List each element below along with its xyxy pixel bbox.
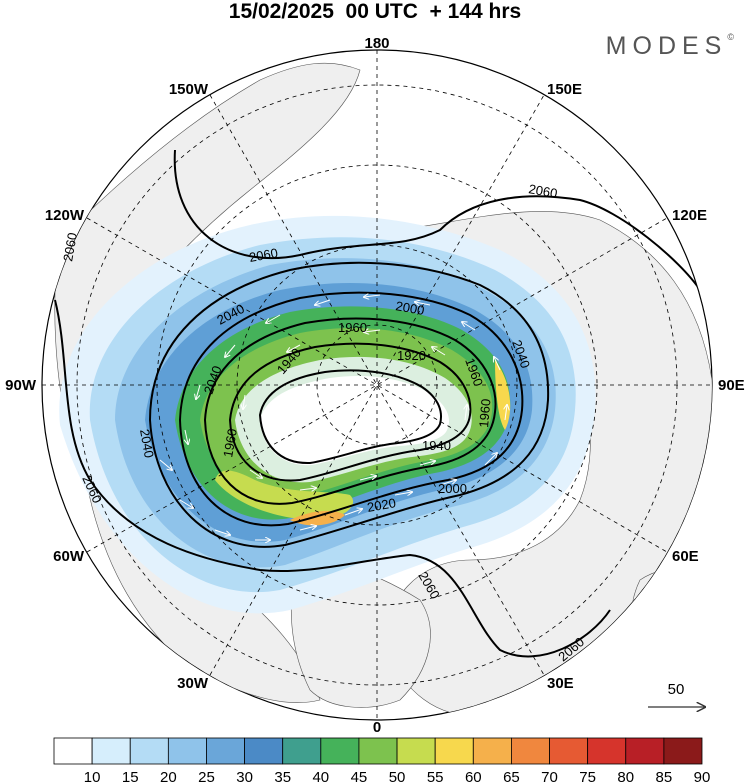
colorbar-tick-label: 75 xyxy=(579,769,596,782)
label-90w: 90W xyxy=(5,377,37,394)
reference-vector-label: 50 xyxy=(668,681,685,698)
colorbar-swatch xyxy=(434,737,474,765)
modes-logo: MODES© xyxy=(606,32,734,61)
colorbar-swatch xyxy=(358,737,398,765)
colorbar: 10 15 20 25 30 35 40 45 50 55 60 65 70 75 80 85 90 xyxy=(53,737,711,782)
label-120w: 120W xyxy=(45,207,85,224)
label-60w: 60W xyxy=(53,548,85,565)
label-0: 0 xyxy=(373,719,381,736)
colorbar-swatch xyxy=(282,737,322,765)
colorbar-tick-label: 25 xyxy=(198,769,215,782)
contour-label: 2060 xyxy=(60,231,80,262)
meridian-labels: 180 0 90W 90E 150W 120W 150E 120E 60W 30… xyxy=(5,35,745,736)
label-60e: 60E xyxy=(672,548,699,565)
colorbar-tick-label: 65 xyxy=(503,769,520,782)
label-150e: 150E xyxy=(547,81,582,98)
colorbar-swatch xyxy=(320,737,360,765)
colorbar-swatch xyxy=(587,737,627,765)
contour-label: 2040 xyxy=(137,428,157,459)
colorbar-swatch xyxy=(396,737,436,765)
label-150w: 150W xyxy=(169,81,209,98)
colorbar-swatch xyxy=(91,737,131,765)
colorbar-swatch xyxy=(53,737,93,765)
contour-label: 1960 xyxy=(220,427,240,458)
colorbar-swatch xyxy=(472,737,512,765)
colorbar-swatch xyxy=(663,737,703,765)
wind-vectors xyxy=(159,295,507,540)
colorbar-swatch xyxy=(625,737,665,765)
map-title: 15/02/2025 00 UTC + 144 hrs xyxy=(228,0,522,23)
label-30e: 30E xyxy=(547,675,574,692)
label-120e: 120E xyxy=(672,207,707,224)
colorbar-tick-label: 60 xyxy=(465,769,482,782)
colorbar-tick-label: 10 xyxy=(84,769,101,782)
colorbar-tick-label: 55 xyxy=(427,769,444,782)
colorbar-swatch xyxy=(511,737,550,765)
colorbar-swatch xyxy=(167,737,207,765)
label-180: 180 xyxy=(364,35,389,52)
colorbar-tick-label: 35 xyxy=(274,769,291,782)
colorbar-tick-label: 40 xyxy=(312,769,329,782)
contour-label: 1920 xyxy=(397,348,426,363)
colorbar-tick-label: 50 xyxy=(389,769,406,782)
colorbar-tick-label: 45 xyxy=(351,769,368,782)
contour-label: 2000 xyxy=(394,298,425,318)
contour-label: 2020 xyxy=(366,495,397,515)
colorbar-tick-label: 80 xyxy=(617,769,634,782)
colorbar-tick-label: 90 xyxy=(694,769,711,782)
colorbar-tick-label: 70 xyxy=(541,769,558,782)
geopotential-contours xyxy=(54,149,701,658)
contour-label-group: 2060 2060 2060 2060 2060 2060 2040 2040 … xyxy=(60,181,587,664)
colorbar-tick-label: 85 xyxy=(656,769,673,782)
colorbar-swatch xyxy=(206,737,245,765)
colorbar-swatch xyxy=(129,737,169,765)
colorbar-swatch xyxy=(244,737,284,765)
colorbar-tick-label: 15 xyxy=(122,769,139,782)
brand-text: MODES xyxy=(605,32,728,60)
contour-label: 1940 xyxy=(422,438,451,453)
brand-mark: © xyxy=(727,32,734,42)
label-30w: 30W xyxy=(177,675,209,692)
contour-label: 2060 xyxy=(248,245,279,265)
label-90e: 90E xyxy=(718,377,745,394)
contour-label: 1960 xyxy=(476,398,493,428)
contour-label: 2000 xyxy=(438,481,467,496)
colorbar-swatch xyxy=(549,737,589,765)
reference-vector: 50 xyxy=(648,681,705,707)
contour-label: 2060 xyxy=(527,181,558,201)
map-layers xyxy=(42,50,712,720)
colorbar-tick-label: 20 xyxy=(160,769,177,782)
colorbar-tick-label: 30 xyxy=(236,769,253,782)
contour-label: 1960 xyxy=(338,320,367,335)
